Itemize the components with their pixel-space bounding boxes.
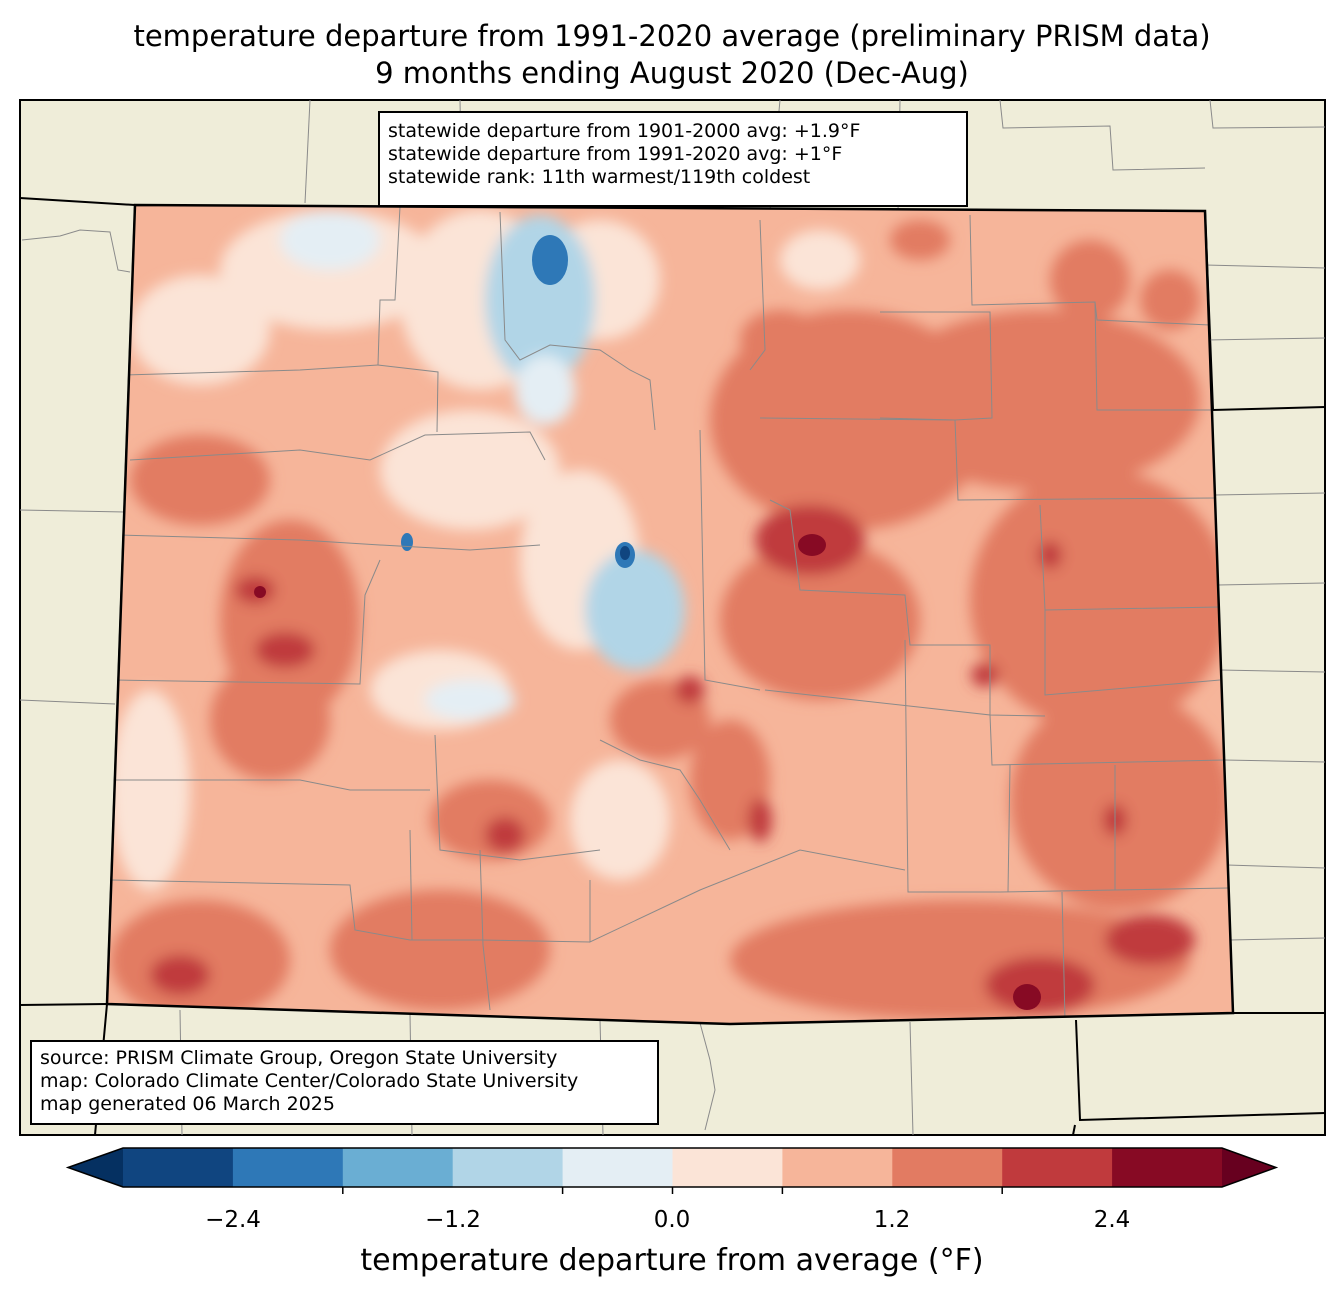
- colorbar-label: temperature departure from average (°F): [360, 1243, 984, 1278]
- colorbar-overflow-arrow: [1222, 1148, 1276, 1187]
- colorbar-tick-label: 1.2: [873, 1207, 911, 1233]
- source-line-map: map: Colorado Climate Center/Colorado St…: [40, 1070, 579, 1092]
- statewide-stats-box: statewide departure from 1901-2000 avg: …: [378, 111, 968, 207]
- colorbar-segment: [1002, 1148, 1113, 1187]
- stats-line-rank: statewide rank: 11th warmest/119th colde…: [388, 166, 811, 188]
- map-title-line2: 9 months ending August 2020 (Dec-Aug): [375, 56, 969, 90]
- source-line-generated: map generated 06 March 2025: [40, 1093, 335, 1115]
- colorbar-segment: [672, 1148, 783, 1187]
- colorbar-tick-label: 2.4: [1093, 1207, 1131, 1233]
- colorbar-outline: [65, 1147, 1279, 1188]
- colorbar: [65, 1147, 1279, 1194]
- colorbar-tick-label: −1.2: [425, 1207, 481, 1233]
- source-box: source: PRISM Climate Group, Oregon Stat…: [30, 1040, 659, 1125]
- colorbar-segment: [562, 1148, 673, 1187]
- stats-line-1991-2020: statewide departure from 1991-2020 avg: …: [388, 143, 843, 165]
- colorbar-tick-label: 0.0: [653, 1207, 691, 1233]
- colorbar-segment: [1112, 1148, 1223, 1187]
- colorbar-segment: [892, 1148, 1003, 1187]
- stats-line-1901-2000: statewide departure from 1901-2000 avg: …: [388, 120, 861, 142]
- colorbar-segment: [342, 1148, 454, 1187]
- temperature-anomaly-field: [107, 205, 1233, 1024]
- map-title-line1: temperature departure from 1991-2020 ave…: [133, 19, 1211, 53]
- colorbar-segment: [232, 1148, 344, 1187]
- colorbar-segment: [123, 1148, 234, 1187]
- source-line-prism: source: PRISM Climate Group, Oregon Stat…: [40, 1047, 558, 1069]
- colorbar-segment: [782, 1148, 893, 1187]
- colorbar-segment: [452, 1148, 564, 1187]
- colorbar-tick-label: −2.4: [205, 1207, 261, 1233]
- colorbar-underflow-arrow: [68, 1148, 123, 1187]
- colorado-border: [105, 203, 1235, 1026]
- colorado-county-lines: [107, 206, 1229, 1021]
